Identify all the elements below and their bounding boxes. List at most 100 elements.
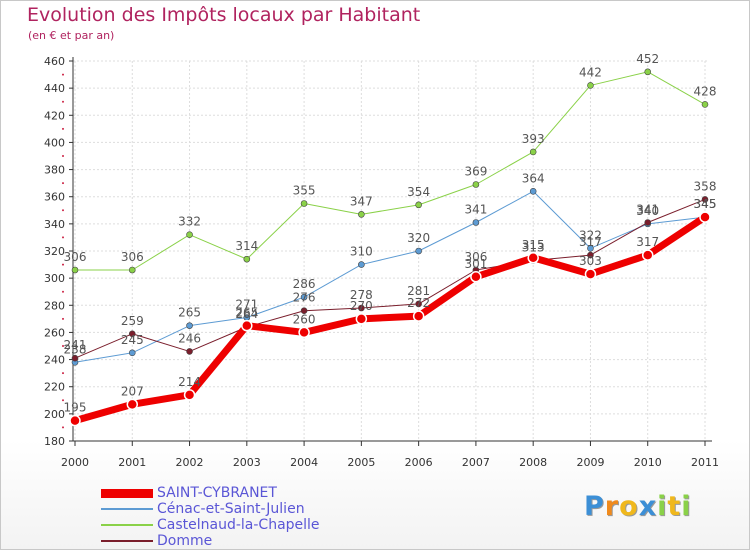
data-label-castelnaud-la-chapelle: 306	[64, 250, 87, 264]
data-point-domme	[128, 330, 136, 338]
x-tick-label: 2005	[347, 456, 375, 469]
data-label-cenac-et-saint-julien: 286	[293, 277, 316, 291]
y-tick-label: 420	[44, 109, 65, 122]
data-label-saint-cybranet: 265	[235, 306, 258, 320]
data-point-castelnaud-la-chapelle	[186, 231, 193, 239]
data-label-cenac-et-saint-julien: 322	[579, 228, 602, 242]
data-label-castelnaud-la-chapelle: 369	[464, 165, 487, 179]
data-point-saint-cybranet	[584, 268, 597, 280]
data-label-saint-cybranet: 315	[522, 238, 545, 252]
x-tick-label: 2011	[691, 456, 719, 469]
axis-dot	[62, 73, 64, 76]
data-label-castelnaud-la-chapelle: 354	[407, 185, 430, 199]
data-point-castelnaud-la-chapelle	[472, 181, 480, 188]
y-tick-label: 340	[44, 218, 65, 231]
data-point-domme	[701, 196, 709, 203]
y-tick-label: 360	[44, 191, 65, 204]
legend-item-saint-cybranet[interactable]: SAINT-CYBRANET	[101, 485, 320, 501]
data-point-castelnaud-la-chapelle	[415, 201, 422, 209]
x-tick-label: 2001	[118, 456, 146, 469]
logo-letter: P	[584, 491, 605, 522]
data-point-saint-cybranet	[699, 211, 711, 223]
proxiti-logo: Proxiti	[584, 491, 692, 522]
axis-dot	[62, 317, 64, 320]
data-point-saint-cybranet	[241, 319, 253, 332]
data-label-cenac-et-saint-julien: 320	[407, 231, 430, 245]
x-tick-label: 2006	[405, 456, 433, 469]
data-point-saint-cybranet	[355, 313, 368, 325]
data-point-domme	[186, 348, 193, 355]
data-label-saint-cybranet: 270	[350, 299, 373, 313]
data-label-saint-cybranet: 260	[293, 312, 316, 326]
data-point-cenac-et-saint-julien	[415, 247, 422, 255]
data-point-saint-cybranet	[298, 326, 310, 339]
series-line-domme	[74, 198, 706, 359]
series-line-saint-cybranet	[71, 213, 709, 425]
data-label-domme: 306	[464, 250, 487, 264]
axis-dot	[62, 127, 64, 130]
y-tick-label: 320	[44, 245, 65, 258]
y-tick-label: 460	[44, 55, 65, 68]
x-tick-label: 2010	[634, 456, 662, 469]
data-label-domme: 241	[64, 338, 87, 352]
data-label-domme: 358	[694, 179, 717, 193]
y-tick-label: 220	[44, 381, 65, 394]
data-label-saint-cybranet: 317	[636, 235, 659, 249]
y-tick-label: 240	[44, 354, 65, 367]
series-line-cenac-et-saint-julien	[74, 190, 706, 363]
data-label-saint-cybranet: 303	[579, 254, 602, 268]
data-point-saint-cybranet	[126, 398, 139, 411]
logo-letter: i	[681, 491, 692, 522]
data-label-castelnaud-la-chapelle: 355	[293, 184, 316, 198]
data-label-cenac-et-saint-julien: 238	[64, 342, 87, 356]
logo-letter: t	[667, 491, 682, 522]
y-tick-label: 280	[44, 299, 65, 312]
y-tick-label: 300	[44, 272, 65, 285]
data-point-castelnaud-la-chapelle	[529, 148, 537, 156]
data-point-saint-cybranet	[69, 414, 81, 427]
data-point-domme	[644, 219, 652, 226]
legend-swatch	[101, 508, 153, 510]
chart-title: Evolution des Impôts locaux par Habitant	[27, 4, 421, 26]
x-tick-label: 2007	[462, 456, 490, 469]
logo-letter: r	[604, 491, 620, 522]
legend-item-castelnaud-la-chapelle[interactable]: Castelnaud-la-Chapelle	[101, 517, 320, 533]
data-label-cenac-et-saint-julien: 310	[350, 245, 373, 259]
data-label-cenac-et-saint-julien: 340	[636, 204, 659, 218]
axis-dot	[62, 290, 64, 293]
axis-dot	[62, 426, 64, 429]
x-tick-label: 2002	[176, 456, 204, 469]
data-label-domme: 276	[293, 291, 316, 305]
x-tick-label: 2004	[290, 456, 318, 469]
data-point-castelnaud-la-chapelle	[300, 200, 308, 207]
axis-dot	[62, 345, 64, 347]
legend-label: Domme	[157, 533, 213, 549]
data-label-castelnaud-la-chapelle: 347	[350, 194, 373, 208]
data-label-cenac-et-saint-julien: 265	[178, 306, 201, 320]
x-tick-label: 2003	[233, 456, 261, 469]
data-point-castelnaud-la-chapelle	[587, 82, 594, 89]
data-label-cenac-et-saint-julien: 345	[694, 197, 717, 211]
data-point-domme	[587, 251, 594, 259]
y-tick-label: 440	[44, 82, 65, 95]
data-label-saint-cybranet: 345	[694, 197, 717, 211]
legend-label: SAINT-CYBRANET	[157, 485, 277, 501]
data-label-castelnaud-la-chapelle: 393	[522, 132, 545, 146]
data-label-domme: 281	[407, 284, 430, 298]
legend-item-domme[interactable]: Domme	[101, 533, 320, 549]
legend-item-cenac-et-saint-julien[interactable]: Cénac-et-Saint-Julien	[101, 501, 320, 517]
chart-subtitle: (en € et par an)	[28, 29, 115, 42]
data-label-castelnaud-la-chapelle: 428	[694, 84, 717, 98]
data-label-saint-cybranet: 195	[64, 401, 87, 415]
logo-letter: i	[657, 491, 668, 522]
data-label-cenac-et-saint-julien: 364	[522, 171, 545, 185]
x-tick-label: 2000	[61, 456, 89, 469]
legend-label: Cénac-et-Saint-Julien	[157, 501, 305, 517]
axis-dot	[62, 182, 64, 185]
axis-dot	[62, 263, 64, 266]
axis-dot	[62, 155, 64, 157]
x-tick-label: 2008	[519, 456, 547, 469]
data-label-saint-cybranet: 214	[178, 375, 201, 389]
